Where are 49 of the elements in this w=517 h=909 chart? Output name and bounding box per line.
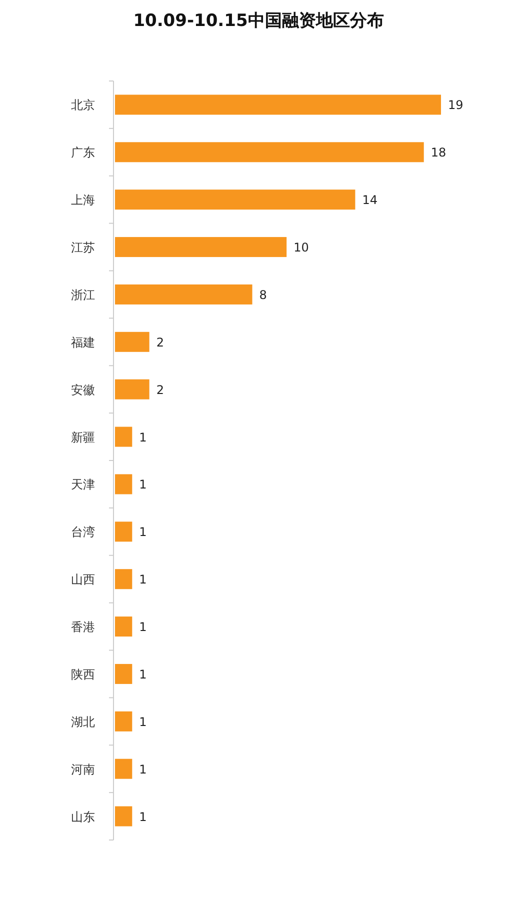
bar xyxy=(115,474,132,494)
y-tick-label: 湖北 xyxy=(71,714,95,729)
y-tick-label: 台湾 xyxy=(71,525,95,540)
y-tick-label: 浙江 xyxy=(71,288,95,302)
data-label: 1 xyxy=(139,430,147,444)
data-label: 2 xyxy=(156,382,164,397)
y-tick-label: 安徽 xyxy=(71,382,95,397)
y-tick-label: 福建 xyxy=(71,335,95,350)
y-tick-label: 陕西 xyxy=(71,667,95,682)
y-tick-label: 香港 xyxy=(71,620,95,634)
bar xyxy=(115,142,424,162)
bar xyxy=(115,426,132,447)
data-label: 1 xyxy=(139,525,147,540)
data-label: 1 xyxy=(139,478,147,492)
bar xyxy=(115,758,132,779)
y-tick-label: 山西 xyxy=(71,572,95,587)
y-tick-label: 北京 xyxy=(71,98,95,112)
bar xyxy=(115,664,132,684)
data-label: 10 xyxy=(294,240,309,255)
bar xyxy=(115,616,132,637)
y-tick-label: 山东 xyxy=(71,810,95,824)
bar xyxy=(115,190,356,210)
y-tick-label: 河南 xyxy=(71,762,95,776)
data-label: 1 xyxy=(139,762,147,776)
y-tick-label: 新疆 xyxy=(71,430,95,444)
y-tick-label: 上海 xyxy=(71,193,95,208)
data-label: 1 xyxy=(139,667,147,682)
data-label: 14 xyxy=(362,193,378,208)
y-tick-label: 广东 xyxy=(71,146,95,160)
bar xyxy=(115,379,150,400)
data-label: 1 xyxy=(139,714,147,729)
data-label: 18 xyxy=(430,146,446,160)
bar xyxy=(115,284,252,304)
y-tick-label: 江苏 xyxy=(71,240,95,255)
bar xyxy=(115,569,132,590)
data-label: 1 xyxy=(139,620,147,634)
bar xyxy=(115,332,150,352)
data-label: 2 xyxy=(156,335,164,350)
bar xyxy=(115,94,441,115)
bar xyxy=(115,711,132,732)
data-label: 1 xyxy=(139,572,147,587)
bar xyxy=(115,806,132,826)
data-label: 1 xyxy=(139,810,147,824)
bar xyxy=(115,522,132,542)
bar xyxy=(115,237,287,258)
data-label: 19 xyxy=(448,98,464,112)
data-label: 8 xyxy=(259,288,267,302)
y-tick-label: 天津 xyxy=(71,478,95,492)
chart-title: 10.09-10.15中国融资地区分布 xyxy=(133,11,384,31)
